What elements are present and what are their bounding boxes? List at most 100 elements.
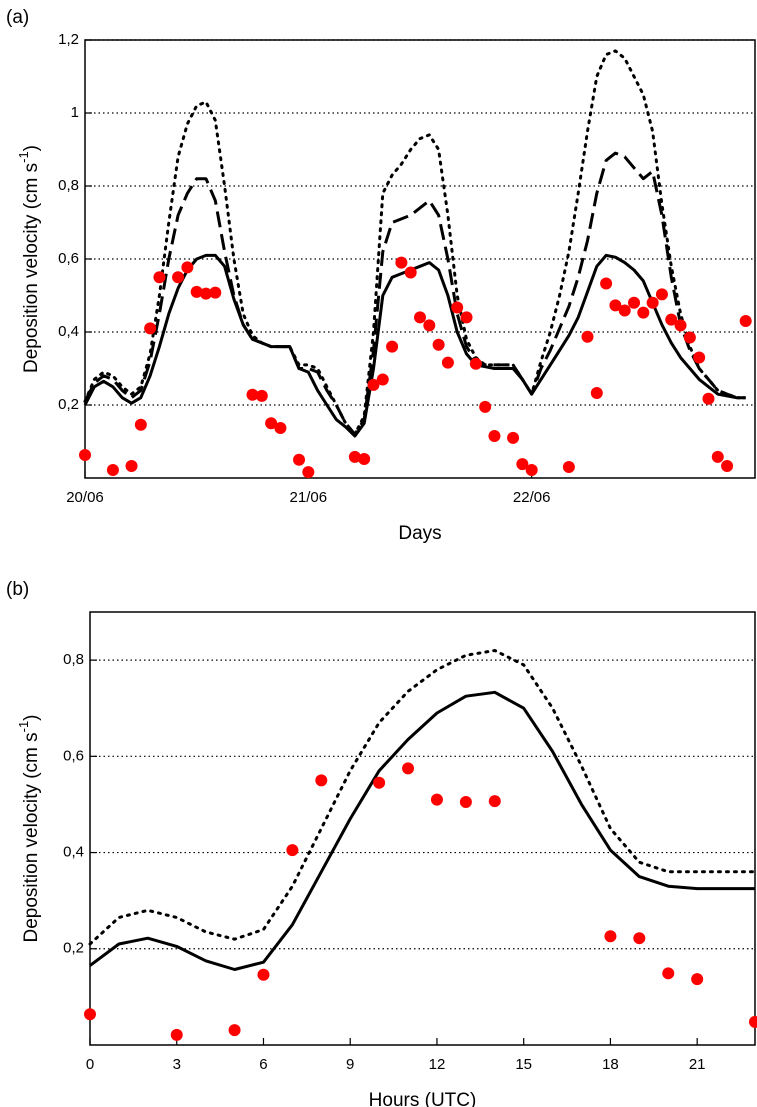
x-tick-label: 21	[689, 1056, 706, 1073]
data-point	[255, 389, 268, 402]
data-point	[414, 311, 426, 324]
data-point	[637, 306, 650, 319]
data-point	[507, 431, 520, 444]
data-point	[739, 315, 752, 328]
data-point	[441, 356, 454, 369]
y-tick-label: 1	[71, 104, 79, 121]
data-point	[209, 286, 222, 299]
data-point	[711, 450, 724, 463]
data-point	[721, 459, 734, 472]
data-point	[693, 351, 706, 364]
x-tick-label: 20/06	[66, 489, 104, 506]
line-series	[83, 151, 746, 436]
data-point	[358, 453, 371, 466]
y-axis-label-part: Deposition velocity (cm s	[21, 163, 42, 373]
y-axis-label-part: -1	[16, 151, 31, 163]
x-tick-label: 3	[173, 1056, 181, 1073]
data-point	[199, 287, 212, 300]
data-point	[683, 331, 696, 344]
data-point	[315, 774, 328, 787]
data-point	[604, 930, 617, 943]
y-axis-label: Deposition velocity (cm s-1)	[16, 714, 42, 942]
data-point	[432, 338, 445, 351]
y-axis-label-part: )	[21, 714, 42, 720]
x-axis-label: Hours (UTC)	[369, 1090, 477, 1107]
data-point	[633, 932, 646, 945]
data-point	[430, 793, 443, 806]
x-tick-label: 21/06	[290, 489, 328, 506]
data-point	[153, 271, 166, 284]
data-point	[274, 421, 287, 434]
data-point	[84, 1008, 96, 1021]
x-tick-label: 18	[602, 1056, 619, 1073]
panel-label: (a)	[6, 7, 29, 28]
data-point	[348, 450, 361, 463]
line-series	[88, 649, 757, 946]
x-tick-label: 9	[346, 1056, 354, 1073]
data-point	[562, 461, 575, 474]
panel: (a) 0,2 0,4 0,6 0,8 1 1,2 20/06 21/06 22/06 Days De…	[6, 7, 756, 544]
data-point	[469, 357, 482, 370]
data-point	[302, 466, 315, 479]
data-point	[106, 463, 119, 476]
x-tick-label: 0	[86, 1056, 94, 1073]
line-series	[83, 253, 746, 438]
data-point	[646, 296, 659, 309]
y-axis-label-part: Deposition velocity (cm s	[21, 732, 42, 942]
data-point	[373, 776, 386, 789]
data-point	[257, 968, 270, 981]
data-point	[459, 796, 472, 809]
y-tick-label: 0,8	[63, 651, 84, 668]
data-point	[665, 313, 678, 326]
data-point	[609, 299, 622, 312]
data-point	[516, 458, 529, 471]
y-axis-label-part: -1	[16, 721, 31, 733]
y-axis-label: Deposition velocity (cm s-1)	[16, 145, 42, 373]
y-tick-label: 0,8	[58, 177, 79, 194]
data-point	[702, 392, 715, 405]
data-point	[628, 296, 641, 309]
x-tick-label: 22/06	[513, 489, 551, 506]
data-point	[674, 319, 687, 332]
y-tick-label: 0,2	[63, 940, 84, 957]
data-point	[181, 261, 194, 274]
data-point	[662, 967, 675, 980]
x-axis-label: Days	[398, 523, 441, 544]
data-point	[655, 288, 668, 301]
data-point	[525, 463, 538, 476]
data-point	[479, 400, 492, 413]
data-point	[402, 762, 415, 775]
data-point	[404, 266, 417, 279]
data-point	[581, 330, 594, 343]
data-point	[125, 459, 138, 472]
x-tick-label: 6	[259, 1056, 267, 1073]
data-point	[286, 844, 299, 857]
line-series	[89, 690, 755, 971]
y-axis-label-part: )	[21, 145, 42, 151]
data-point	[488, 430, 501, 443]
data-point	[460, 311, 473, 324]
data-point	[367, 378, 380, 391]
data-point	[488, 795, 501, 808]
data-point	[228, 1024, 241, 1037]
y-tick-label: 0,2	[58, 396, 79, 413]
data-point	[618, 304, 631, 317]
line-series	[83, 49, 748, 436]
panel: (b) 0,2 0,4 0,6 0,8 0 3 6 9 12 15 18 21 Hours (UTC) De…	[6, 579, 757, 1107]
x-tick-label: 12	[429, 1056, 446, 1073]
data-point	[749, 1015, 757, 1028]
plot-frame	[89, 611, 756, 1046]
data-point	[691, 973, 704, 986]
data-point	[600, 277, 613, 290]
data-point	[451, 301, 464, 314]
plot-frame	[84, 39, 756, 479]
y-tick-label: 0,4	[58, 323, 79, 340]
data-point	[170, 1028, 183, 1041]
data-point	[246, 388, 259, 401]
y-tick-label: 0,6	[63, 747, 84, 764]
x-tick-label: 15	[515, 1056, 532, 1073]
data-point	[376, 373, 389, 386]
data-point	[144, 322, 157, 335]
data-point	[134, 418, 147, 431]
